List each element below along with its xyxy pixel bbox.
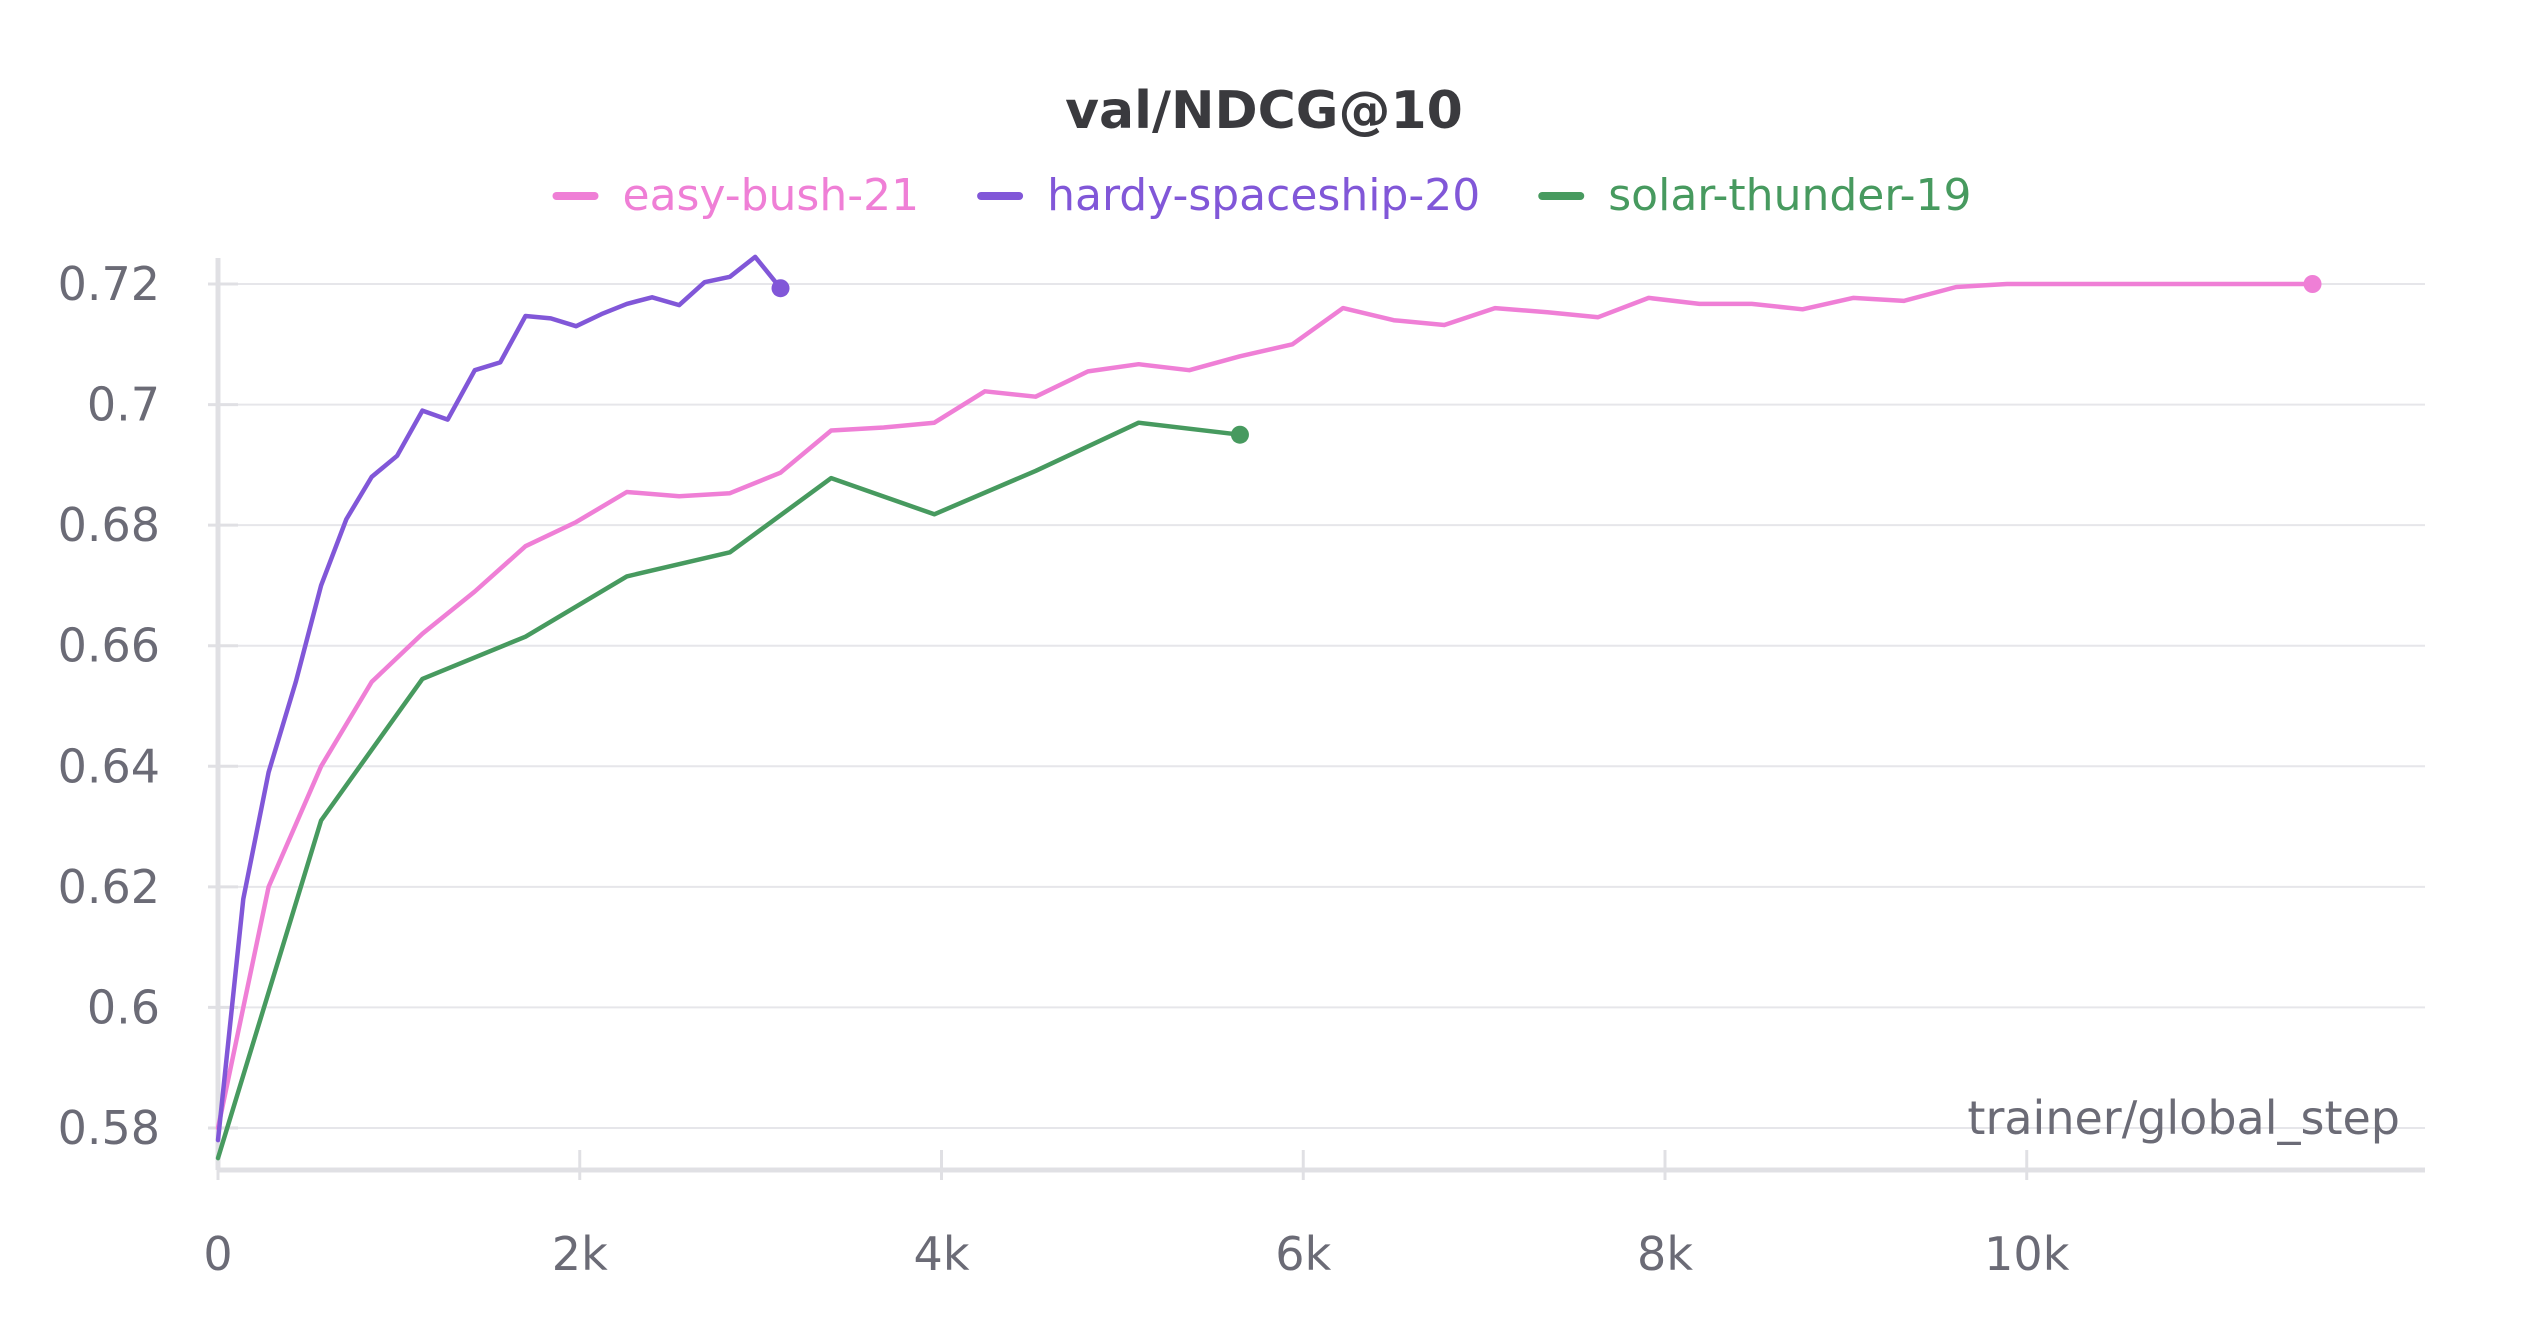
series-end-point-hardy-spaceship-20 xyxy=(771,279,790,298)
chart-legend: easy-bush-21 hardy-spaceship-20 solar-thun… xyxy=(552,170,1972,221)
x-tick-label: 0 xyxy=(203,1227,232,1281)
legend-label-solar-thunder-19: solar-thunder-19 xyxy=(1608,170,1971,221)
axes: 0 2k 4k 6k 8k 10k xyxy=(203,258,2425,1281)
y-tick-label: 0.66 xyxy=(58,619,160,673)
series-end-point-easy-bush-21 xyxy=(2303,275,2322,293)
x-tick-label: 8k xyxy=(1637,1227,1693,1281)
series-end-point-solar-thunder-19 xyxy=(1230,425,1249,444)
x-tick-label: 2k xyxy=(552,1227,608,1281)
series-line-easy-bush-21 xyxy=(215,281,2315,1131)
chart-title: val/NDCG@10 xyxy=(1065,81,1463,141)
x-tick-label: 10k xyxy=(1984,1227,2070,1281)
y-tick-label: 0.72 xyxy=(58,257,160,311)
y-tick-label: 0.64 xyxy=(58,739,160,793)
x-tick-label: 6k xyxy=(1275,1227,1331,1281)
y-tick-label: 0.62 xyxy=(58,860,160,914)
y-tick-label: 0.7 xyxy=(87,378,160,432)
legend-label-easy-bush-21: easy-bush-21 xyxy=(623,170,920,221)
x-axis-label: trainer/global_step xyxy=(1967,1091,2400,1145)
gridlines: 0.58 0.6 0.62 0.64 0.66 0.68 0.7 0.72 xyxy=(58,257,2425,1155)
series-layer xyxy=(215,254,2322,1161)
y-tick-label: 0.68 xyxy=(58,498,160,552)
y-tick-label: 0.6 xyxy=(87,980,160,1034)
legend-label-hardy-spaceship-20: hardy-spaceship-20 xyxy=(1047,170,1480,221)
series-line-hardy-spaceship-20 xyxy=(215,254,783,1143)
series-line-solar-thunder-19 xyxy=(215,420,1243,1161)
x-tick-label: 4k xyxy=(914,1227,970,1281)
y-tick-label: 0.58 xyxy=(58,1101,160,1155)
